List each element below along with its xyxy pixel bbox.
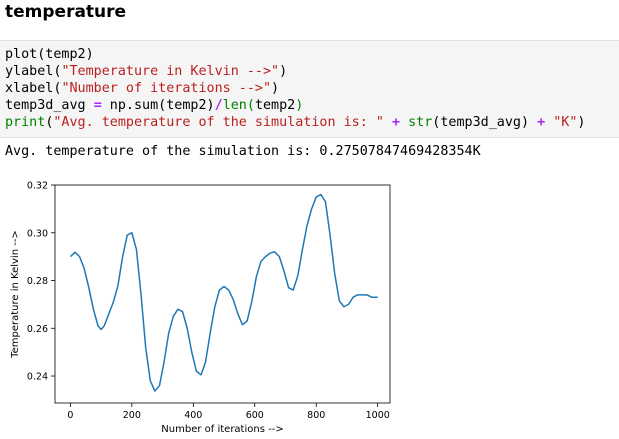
cell-output-text: Avg. temperature of the simulation is: 0…	[5, 144, 481, 159]
series-line	[69, 193, 378, 392]
code-line-1: plot(temp2)	[5, 47, 94, 62]
x-axis-ticks: 0 200 400 600 800 1000	[67, 403, 390, 421]
x-tick-label: 800	[307, 410, 325, 421]
x-axis-label: Number of iterations -->	[161, 424, 283, 435]
temperature-line-chart: 0 200 400 600 800 1000 0.24 0.26 0.28 0.30 0.32 N…	[10, 181, 391, 435]
x-tick-label: 0	[67, 410, 73, 421]
y-tick-label: 0.28	[27, 276, 48, 287]
y-axis-ticks: 0.24 0.26 0.28 0.30 0.32	[27, 181, 55, 383]
code-line-3: xlabel("Number of iterations -->")	[5, 81, 280, 96]
x-tick-label: 600	[246, 410, 264, 421]
code-editor[interactable]: plot(temp2) ylabel("Temperature in Kelvi…	[5, 46, 585, 131]
x-tick-label: 1000	[366, 410, 390, 421]
code-line-2: ylabel("Temperature in Kelvin -->")	[5, 64, 288, 79]
x-tick-label: 400	[184, 410, 202, 421]
x-tick-label: 200	[123, 410, 141, 421]
notebook-heading: temperature	[5, 2, 127, 22]
y-tick-label: 0.26	[27, 324, 48, 335]
plot-frame	[54, 184, 391, 404]
y-tick-label: 0.24	[27, 372, 48, 383]
code-cell[interactable]: plot(temp2) ylabel("Temperature in Kelvi…	[0, 40, 619, 138]
code-line-5: print("Avg. temperature of the simulatio…	[5, 115, 586, 130]
y-axis-label: Temperature in Kelvin -->	[10, 230, 21, 359]
y-tick-label: 0.30	[27, 228, 48, 239]
y-tick-label: 0.32	[27, 181, 48, 192]
code-line-4: temp3d_avg = np.sum(temp2)/len(temp2)	[5, 98, 304, 113]
